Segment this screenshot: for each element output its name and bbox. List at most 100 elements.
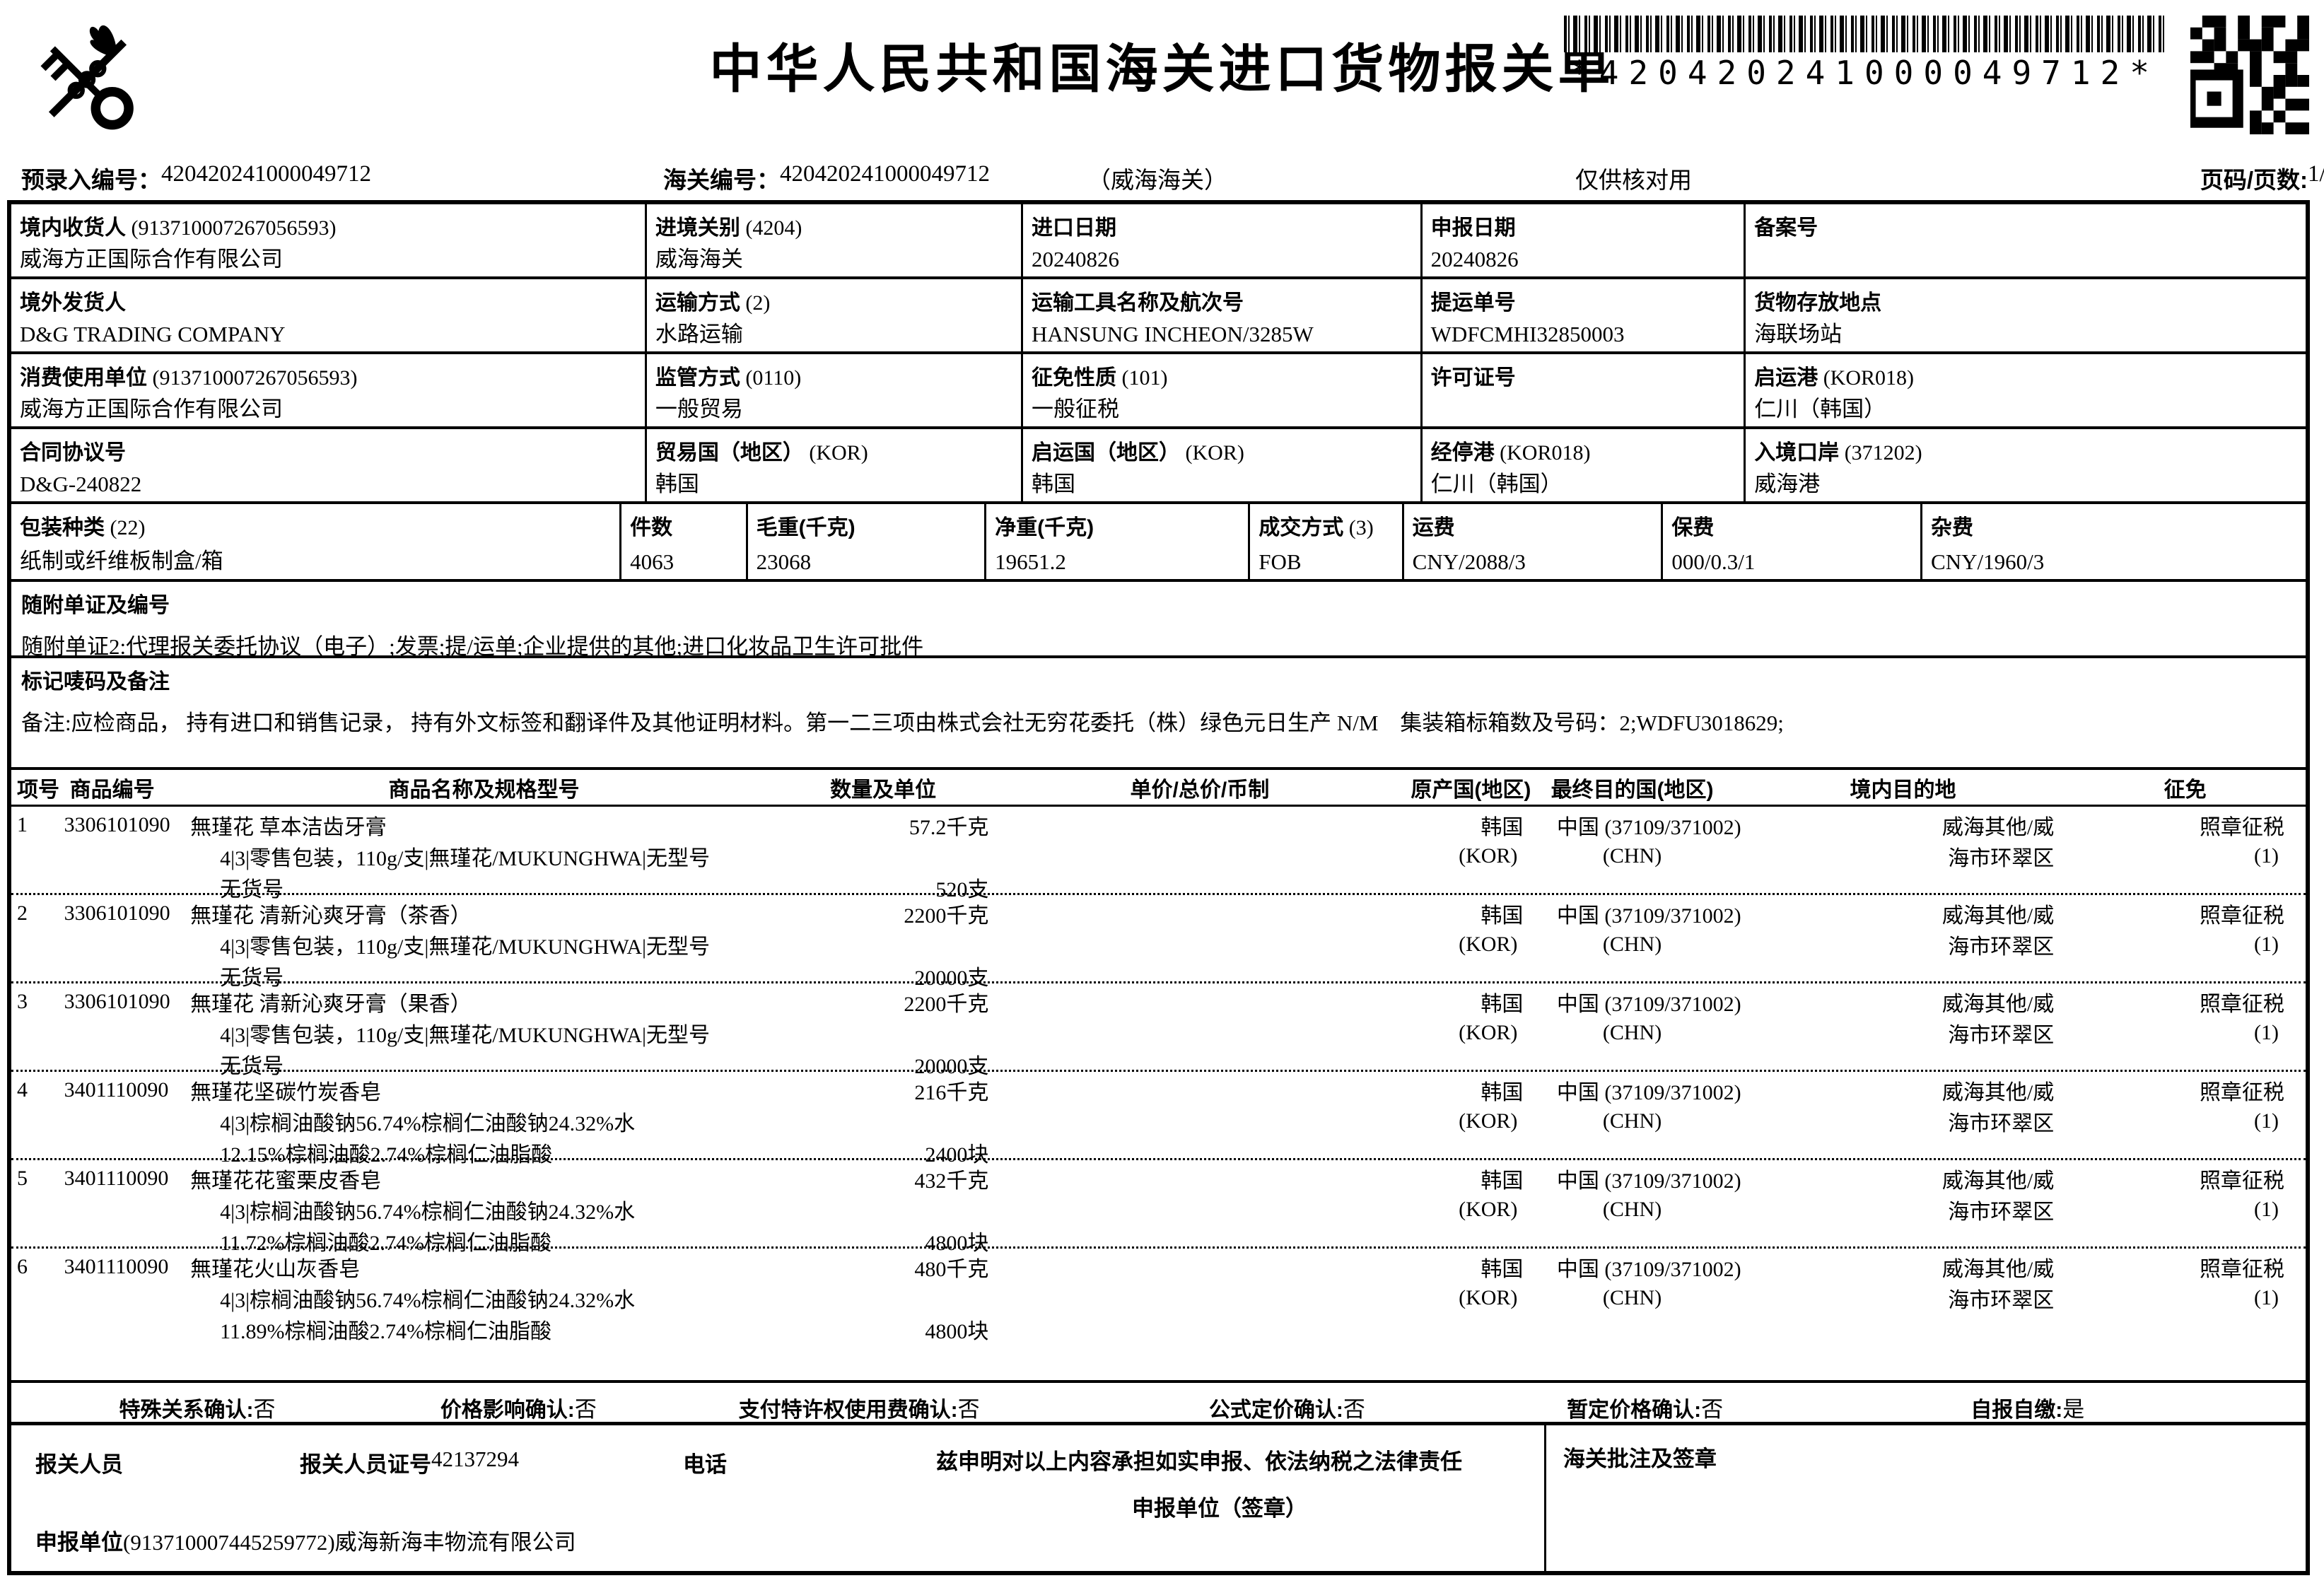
origin-code: (KOR) [1459, 1198, 1518, 1221]
spec-line1: 4|3|零售包装，110g/支|無瑾花/MUKUNGHWA|无型号 [220, 847, 710, 870]
origin-country: 韩国 [1481, 1081, 1524, 1104]
spec-line2: 11.72%棕榈油酸2.74%棕榈仁油脂酸 [220, 1232, 551, 1255]
origin-code: (KOR) [1459, 933, 1518, 956]
goods-row-5: 5 3401110090 無瑾花花蜜栗皮香皂 432千克 韩国 中国 (3710… [11, 1160, 2306, 1255]
field-net-weight: 净重(千克) 19651.2 [986, 504, 1251, 579]
origin-code: (KOR) [1459, 1021, 1518, 1044]
quantity-secondary: 520支 [935, 878, 989, 901]
quantity-secondary: 20000支 [914, 966, 989, 990]
form-header: 中华人民共和国海关进口货物报关单 *420420241000049712* [0, 0, 2324, 159]
spec-line2: 无货号 [220, 878, 284, 901]
dest-country: 中国 (37109/371002) [1556, 993, 1741, 1016]
declare-unit-sign-label: 申报单位（签章） [1132, 1496, 1307, 1521]
col-domestic-dest: 境内目的地 [1850, 778, 1956, 802]
origin-code: (KOR) [1459, 1286, 1518, 1309]
field-attached-documents: 随附单证及编号 随附单证2:代理报关委托协议（电子）;发票;提/运单;企业提供的… [11, 582, 2306, 659]
domestic-dest: 威海其他/威 [1941, 1169, 2055, 1193]
domestic-dest2: 海市环翠区 [1948, 1112, 2055, 1135]
commodity-code: 3306101090 [64, 813, 170, 836]
commodity-code: 3401110090 [64, 1255, 169, 1278]
barcode-bars-icon [1564, 16, 2165, 52]
origin-code: (KOR) [1459, 844, 1518, 868]
meta-line: 预录入编号： 420420241000049712 海关编号： 4204202410… [13, 161, 2324, 194]
spec-line2: 无货号 [220, 966, 284, 990]
domestic-dest2: 海市环翠区 [1948, 935, 2055, 959]
col-dest-country: 最终目的国(地区) [1551, 778, 1714, 802]
confirm-special-relation: 特殊关系确认:否 [119, 1397, 276, 1422]
item-no: 6 [17, 1255, 28, 1278]
levy-code: (1) [2253, 933, 2279, 956]
customs-number: 海关编号： 420420241000049712 [663, 161, 990, 193]
form-title: 中华人民共和国海关进口货物报关单 [709, 40, 1615, 98]
quantity-secondary: 4800块 [925, 1320, 989, 1343]
dest-country: 中国 (37109/371002) [1556, 816, 1741, 839]
levy-code: (1) [2253, 1286, 2279, 1309]
field-marks-remarks: 标记唛码及备注 备注:应检商品， 持有进口和销售记录， 持有外文标签和翻译件及其… [11, 658, 2306, 770]
declaration-statement: 兹申明对以上内容承担如实申报、依法纳税之法律责任 [936, 1449, 1462, 1474]
col-name-spec: 商品名称及规格型号 [388, 778, 580, 802]
field-storage-place: 货物存放地点 海联场站 [1754, 291, 1882, 346]
field-levy-nature: 征免性质 (101) 一般征税 [1023, 354, 1423, 426]
dest-code: (CHN) [1602, 844, 1662, 868]
field-import-date: 进口日期 20240826 [1023, 204, 1423, 276]
dest-country: 中国 (37109/371002) [1556, 904, 1741, 928]
quantity-secondary: 4800块 [925, 1232, 989, 1255]
check-only-note: 仅供核对用 [1575, 168, 1692, 194]
field-transport-mode: 运输方式 (2) 水路运输 [647, 279, 1024, 351]
field-freight: 运费 CNY/2088/3 [1404, 504, 1664, 579]
goods-row-3: 3 3306101090 無瑾花 清新沁爽牙膏（果香） 2200千克 韩国 中国… [11, 983, 2306, 1078]
goods-table-body: 1 3306101090 無瑾花 草本洁齿牙膏 57.2千克 韩国 中国 (37… [11, 807, 2306, 1380]
goods-row-1: 1 3306101090 無瑾花 草本洁齿牙膏 57.2千克 韩国 中国 (37… [11, 807, 2306, 901]
quantity-secondary: 2400块 [925, 1143, 989, 1167]
field-transaction-mode: 成交方式 (3) FOB [1250, 504, 1404, 579]
commodity-name: 無瑾花花蜜栗皮香皂 [190, 1169, 382, 1193]
goods-table-header: 项号 商品编号 商品名称及规格型号 数量及单位 单价/总价/币制 原产国(地区)… [11, 770, 2306, 807]
info-row-4: 合同协议号 D&G-240822 贸易国（地区） (KOR) 韩国 启运国（地区… [11, 429, 2306, 504]
field-packing-type: 包装种类 (22) 纸制或纤维板制盒/箱 [11, 504, 622, 579]
domestic-dest: 威海其他/威 [1941, 993, 2055, 1016]
qr-code-icon [2190, 16, 2309, 134]
dest-country: 中国 (37109/371002) [1556, 1169, 1741, 1193]
dest-code: (CHN) [1602, 1198, 1662, 1221]
spec-line1: 4|3|棕榈油酸钠56.74%棕榈仁油酸钠24.32%水 [220, 1201, 636, 1224]
item-no: 3 [17, 990, 28, 1013]
declarant-label: 报关人员 [35, 1452, 123, 1477]
commodity-code: 3306101090 [64, 901, 170, 925]
info-row-1: 境内收货人 (913710007267056593) 威海方正国际合作有限公司 … [11, 204, 2306, 279]
commodity-code: 3306101090 [64, 990, 170, 1013]
dest-code: (CHN) [1602, 1109, 1662, 1133]
confirmation-row: 特殊关系确认:否 价格影响确认:否 支付特许权使用费确认:否 公式定价确认:否 … [11, 1380, 2306, 1425]
field-license-no: 许可证号 [1423, 354, 1746, 426]
commodity-name: 無瑾花火山灰香皂 [190, 1258, 361, 1281]
dest-code: (CHN) [1602, 1286, 1662, 1309]
info-row-3: 消费使用单位 (913710007267056593) 威海方正国际合作有限公司… [11, 354, 2306, 429]
domestic-dest2: 海市环翠区 [1948, 1289, 2055, 1312]
commodity-name: 無瑾花 清新沁爽牙膏（果香） [190, 993, 472, 1016]
form-footer: 报关人员 报关人员证号 42137294 电话 兹申明对以上内容承担如实申报、依法… [11, 1425, 2306, 1571]
levy-mode: 照章征税 [2199, 1258, 2284, 1281]
pre-entry-number: 预录入编号： 420420241000049712 [21, 161, 371, 193]
domestic-dest: 威海其他/威 [1941, 816, 2055, 839]
field-gross-weight: 毛重(千克) 23068 [748, 504, 987, 579]
customs-office: （威海海关） [1087, 168, 1227, 194]
origin-country: 韩国 [1481, 993, 1524, 1016]
field-consumer-unit: 消费使用单位 (913710007267056593) 威海方正国际合作有限公司 [11, 354, 647, 426]
quantity-primary: 2200千克 [904, 904, 989, 928]
field-transit-port: 经停港 (KOR018) 仁川（韩国） [1423, 429, 1746, 501]
commodity-code: 3401110090 [64, 1167, 169, 1190]
domestic-dest: 威海其他/威 [1941, 1258, 2055, 1281]
item-no: 2 [17, 901, 28, 925]
item-no: 5 [17, 1167, 28, 1190]
field-bl-number: 提运单号 WDFCMHI32850003 [1423, 279, 1746, 351]
domestic-dest2: 海市环翠区 [1948, 847, 2055, 870]
quantity-primary: 432千克 [914, 1169, 989, 1193]
field-pieces: 件数 4063 [621, 504, 748, 579]
levy-code: (1) [2253, 1198, 2279, 1221]
field-entry-port: 入境口岸 (371202) 威海港 [1754, 441, 1922, 496]
origin-code: (KOR) [1459, 1109, 1518, 1133]
quantity-primary: 57.2千克 [909, 816, 989, 839]
domestic-dest: 威海其他/威 [1941, 904, 2055, 928]
col-item-no: 项号 [17, 778, 59, 802]
field-trade-country: 贸易国（地区） (KOR) 韩国 [647, 429, 1024, 501]
